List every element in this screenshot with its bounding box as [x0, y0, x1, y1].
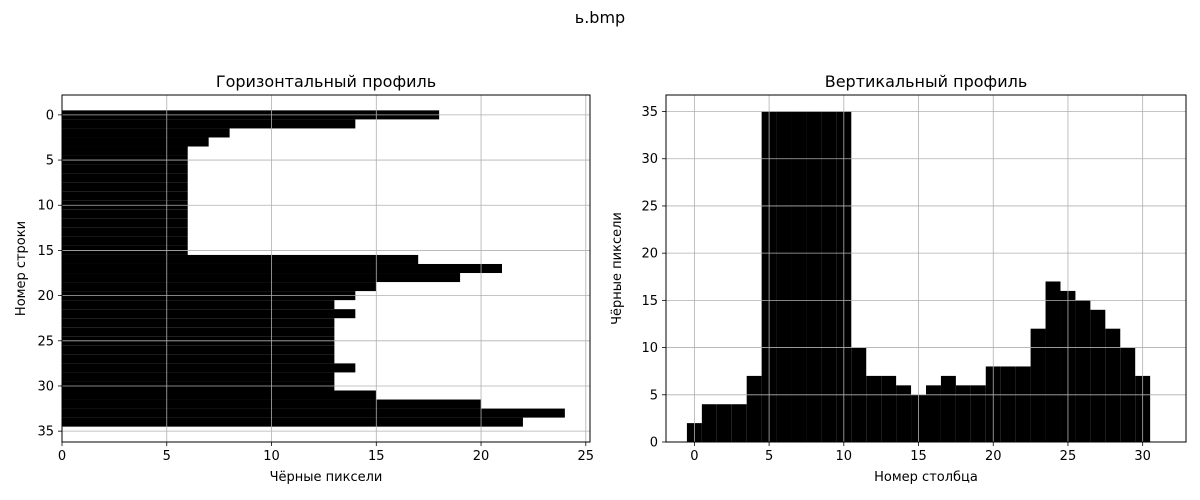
panel-2-bar — [746, 375, 762, 442]
panel-1-bar — [62, 354, 335, 364]
panel-1-bar — [62, 236, 188, 246]
panel-2-bar — [1000, 366, 1016, 442]
panel-2-bar — [866, 375, 882, 442]
panel-1-bar — [62, 146, 188, 156]
panel-2-bar — [955, 385, 971, 442]
panel-1-y-axis-label: Номер строки — [14, 221, 29, 316]
panel-2-axes-frame — [665, 94, 1187, 443]
panel-2-bar — [806, 111, 822, 443]
panel-2-x-tick-label: 30 — [1134, 449, 1151, 464]
panel-1-bar — [62, 327, 335, 337]
panel-1-x-tick-label: 20 — [473, 449, 490, 464]
panel-1-bar — [62, 137, 209, 147]
panel-2-bar — [791, 111, 807, 443]
panel-2-bar — [716, 404, 732, 442]
panel-2-bar — [1045, 281, 1061, 442]
panel-1-bar — [62, 263, 502, 274]
panel-1-bar — [62, 191, 188, 201]
panel-2-x-tick-label: 10 — [836, 449, 853, 464]
figure-title: ь.bmp — [574, 8, 626, 27]
panel-2-y-tick-label: 35 — [641, 105, 658, 120]
panel-1-bar — [62, 372, 335, 382]
panel-1-bar — [62, 363, 356, 373]
panel-1-y-tick-label: 35 — [37, 425, 54, 440]
panel-2-bar — [701, 404, 717, 442]
panel-1-y-tick-label: 20 — [37, 289, 54, 304]
panel-1-y-tick-label: 5 — [46, 154, 54, 169]
panel-2-y-tick-label: 15 — [641, 294, 658, 309]
panel-1-x-axis-label: Чёрные пиксели — [270, 470, 383, 485]
panel-2-y-tick-label: 25 — [641, 199, 658, 214]
panel-1-bar — [62, 300, 335, 310]
panel-1-x-tick-label: 15 — [368, 449, 385, 464]
panel-2-bar — [1090, 309, 1106, 442]
panel-2-bar — [776, 111, 792, 443]
panel-2-bar — [926, 385, 941, 442]
panel-2-bar — [970, 385, 986, 442]
panel-1-y-tick-label: 25 — [37, 334, 54, 349]
panel-1-bar — [62, 309, 356, 319]
panel-2-bar — [1075, 300, 1091, 442]
panel-1-bar — [62, 254, 419, 264]
panel-1-y-tick-label: 30 — [37, 379, 54, 394]
panel-1-bar — [62, 345, 335, 355]
panel-1-bar — [62, 282, 377, 292]
panel-1-bar — [62, 128, 230, 138]
panel-1-bar — [62, 164, 188, 174]
panel-1-bar — [62, 119, 356, 129]
panel-2-y-tick-label: 30 — [641, 152, 658, 167]
panel-2-bar — [821, 111, 837, 443]
panel-1-bar — [62, 318, 335, 328]
panel-2-x-tick-label: 5 — [765, 449, 773, 464]
panel-2-x-axis-label: Номер столбца — [874, 470, 978, 485]
panel-1-x-tick-label: 5 — [163, 449, 171, 464]
panel-2-bar — [1015, 366, 1031, 442]
panel-1-bar — [62, 182, 188, 192]
panel-1-bar — [62, 417, 523, 427]
panel-2-bar — [731, 404, 747, 442]
panel-2-bar — [1030, 328, 1046, 442]
panel-1-bar — [62, 273, 461, 283]
panel-1-bar — [62, 390, 377, 400]
panel-2-bar — [1105, 328, 1121, 442]
panel-2-y-axis-label: Чёрные пиксели — [610, 212, 625, 325]
panel-2-y-tick-label: 0 — [650, 436, 658, 451]
panel-2-bar — [896, 385, 912, 442]
panel-2-x-tick-label: 20 — [985, 449, 1002, 464]
panel-2-bar — [940, 375, 956, 442]
panel-2-x-tick-label: 15 — [910, 449, 927, 464]
panel-2-bar — [881, 375, 897, 442]
panel-1-bar — [62, 408, 565, 418]
panel-1-x-tick-label: 25 — [578, 449, 595, 464]
panel-1-y-tick-label: 15 — [37, 244, 54, 259]
panel-1-x-tick-label: 0 — [58, 449, 66, 464]
panel-2-x-tick-label: 0 — [690, 449, 698, 464]
panel-2-x-tick-label: 25 — [1060, 449, 1077, 464]
panel-2-y-tick-label: 10 — [641, 341, 658, 356]
panel-1-title: Горизонтальный профиль — [216, 72, 436, 91]
panel-1-bar — [62, 173, 188, 183]
panel-2-y-tick-label: 20 — [641, 247, 658, 262]
panel-1-axes-frame — [61, 94, 591, 443]
panel-1-x-tick-label: 10 — [263, 449, 280, 464]
panel-1-y-tick-label: 0 — [46, 108, 54, 123]
panel-2-y-tick-label: 5 — [650, 388, 658, 403]
panel-1-bar — [62, 218, 188, 228]
panel-1-y-tick-label: 10 — [37, 199, 54, 214]
panel-1-bar — [62, 227, 188, 237]
panel-2-title: Вертикальный профиль — [825, 72, 1028, 91]
panel-1-bar — [62, 209, 188, 219]
